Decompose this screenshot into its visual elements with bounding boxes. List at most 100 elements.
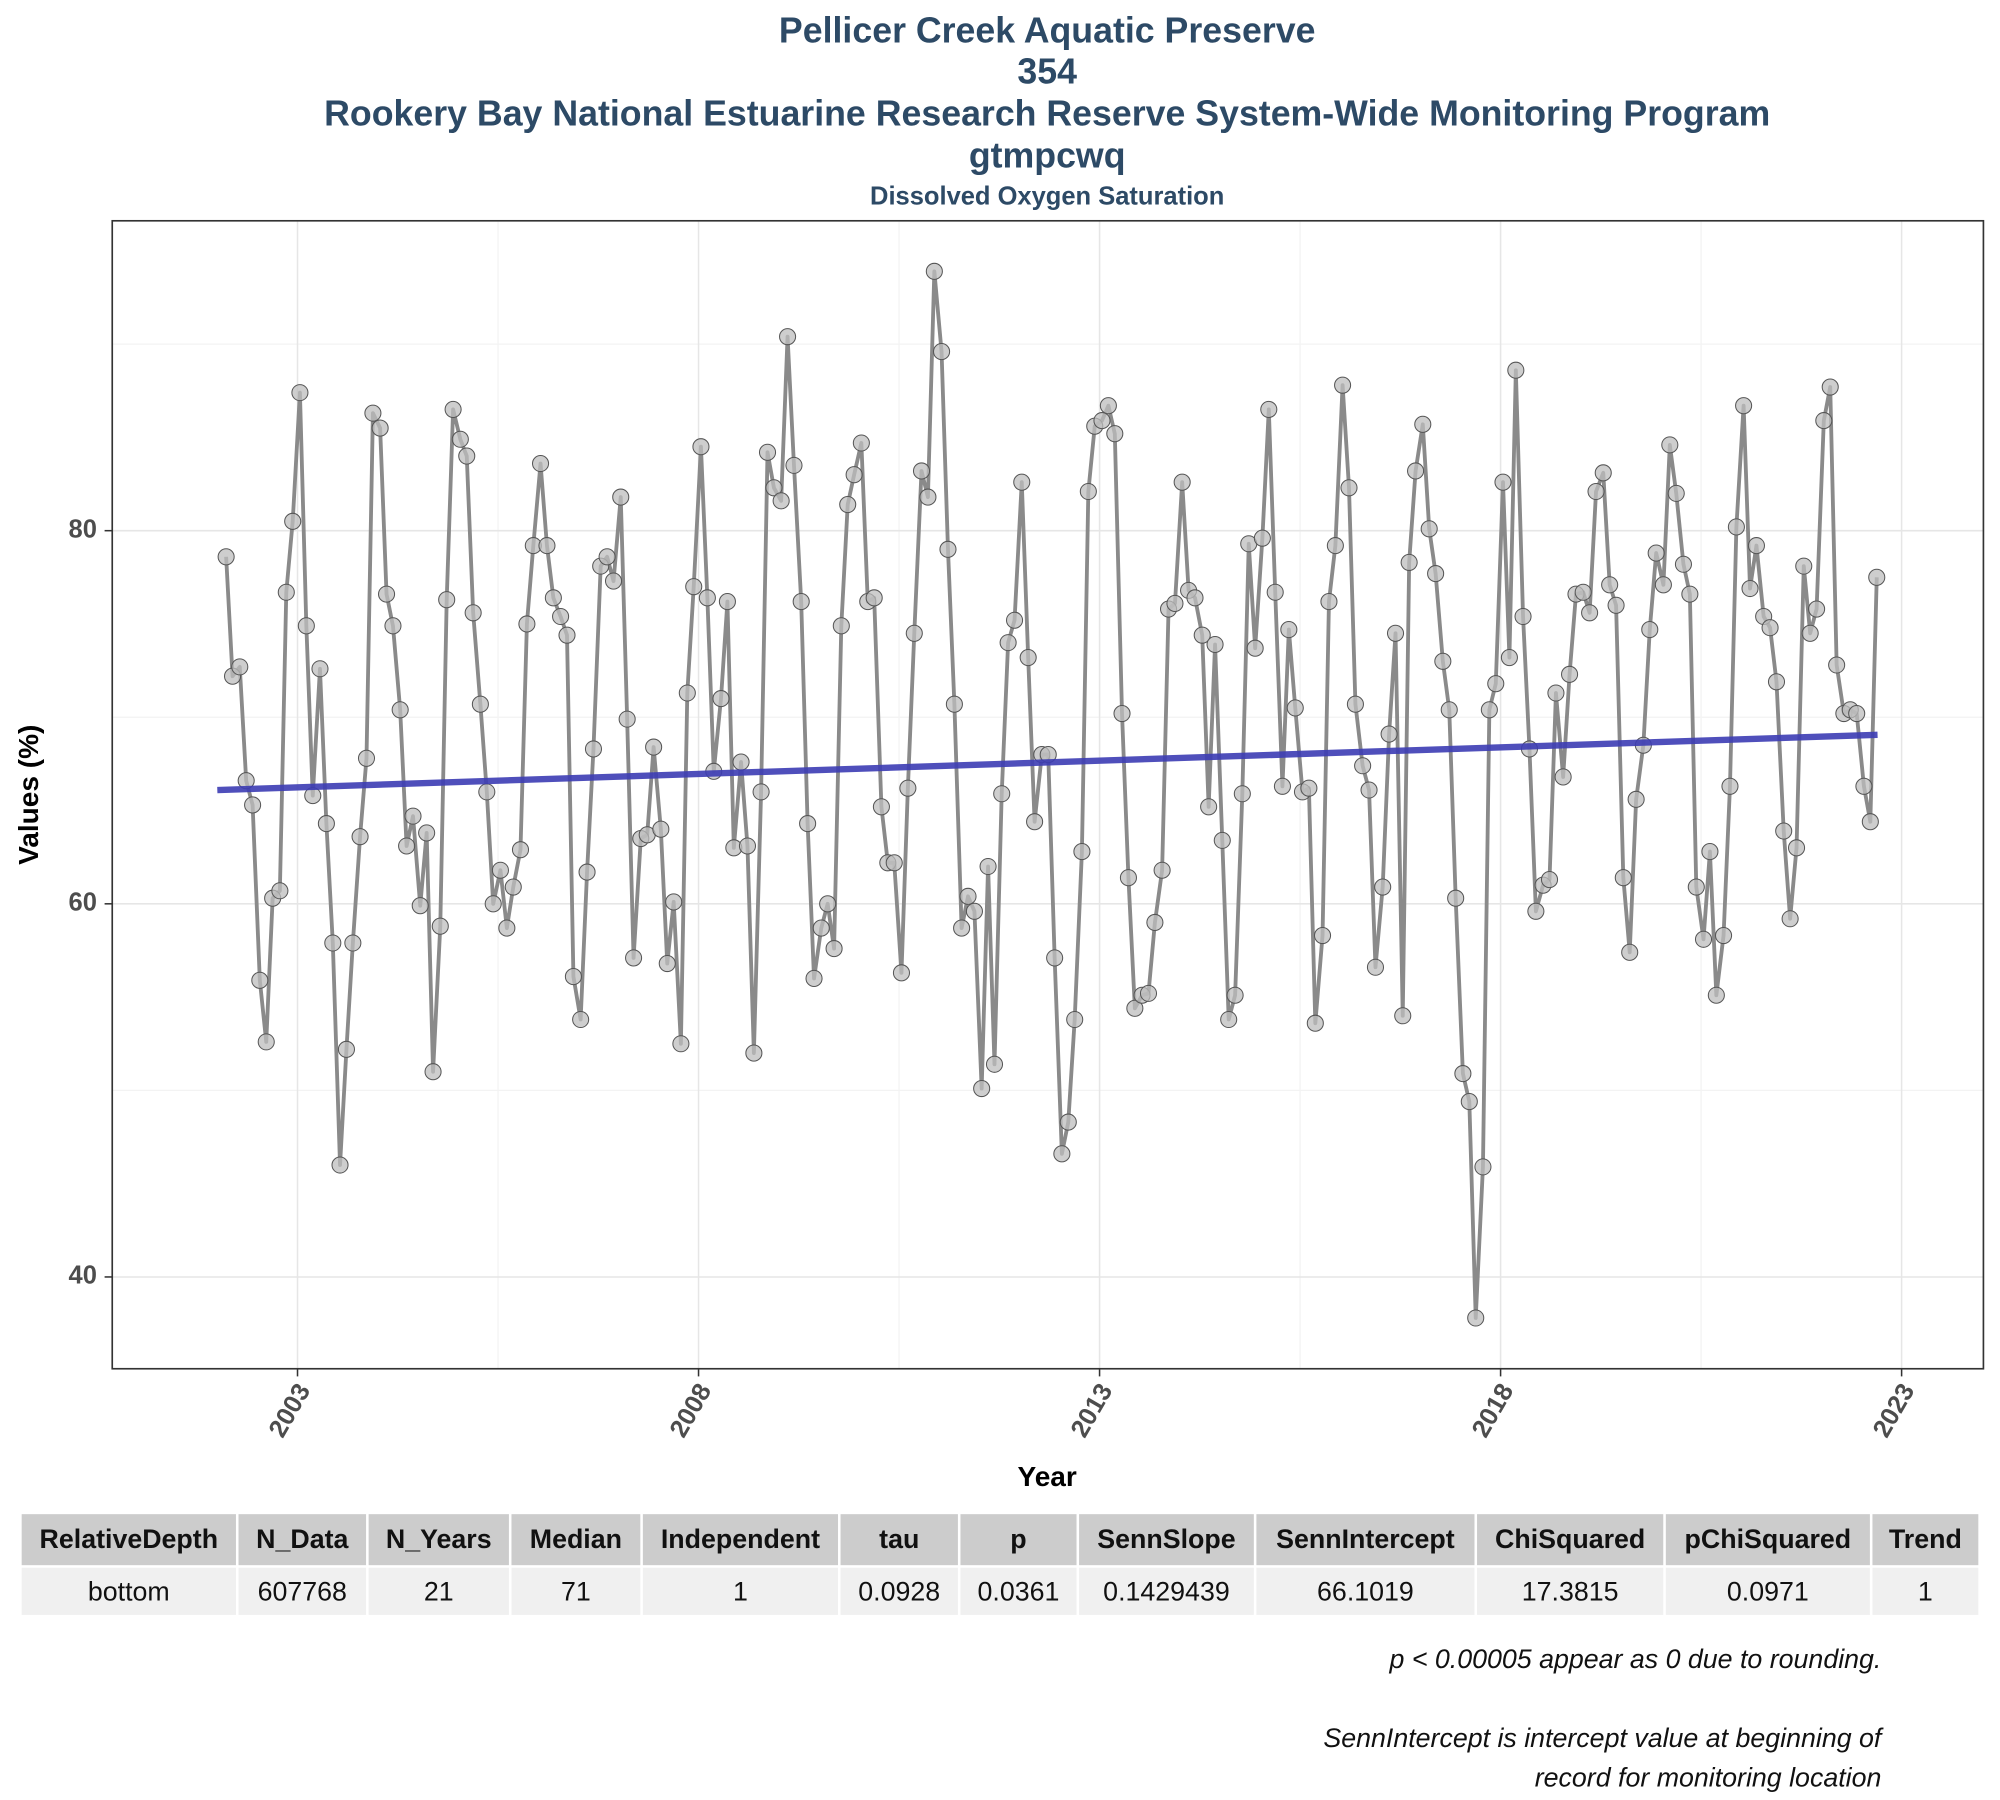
data-point [965,902,983,920]
data-point [819,895,837,913]
data-point [317,815,335,833]
table-cell-bg [1665,1567,1870,1615]
footnote: record for monitoring location [1535,1763,1882,1793]
data-point [1514,607,1532,626]
data-point [1434,652,1452,670]
data-point [785,456,803,474]
data-point [658,954,676,973]
table-header-cell [368,1514,509,1566]
data-point [357,749,376,767]
data-point [1681,585,1699,603]
table-header-cell [511,1514,641,1566]
data-point [1721,777,1739,795]
x-tick-label: 2013 [1066,1379,1119,1442]
table-cell-bg [368,1567,509,1615]
title-line: 354 [1017,52,1077,92]
data-point [933,343,951,361]
data-point [973,1079,991,1098]
data-point [1059,1113,1077,1131]
data-point [1661,436,1679,454]
table-cell: 66.1019 [1317,1576,1414,1606]
data-point [291,384,309,402]
title-line: gtmpcwq [969,136,1126,176]
data-point [1286,699,1304,717]
data-point [1220,1010,1238,1029]
data-point [558,626,576,644]
data-point [1226,986,1244,1004]
data-point [598,548,616,566]
data-point [1494,473,1512,491]
data-point [1554,768,1572,786]
data-point [544,589,562,607]
data-point [945,695,963,713]
data-point [284,512,302,530]
data-point [604,572,623,590]
data-point [799,815,817,833]
data-point [1480,701,1498,719]
data-point [745,1044,763,1062]
data-point [1053,1145,1071,1163]
data-point [351,828,369,846]
plot-area [112,220,1984,1369]
data-point [331,1156,349,1174]
subtitle: Dissolved Oxygen Saturation [870,183,1224,211]
data-point [578,863,596,881]
table-header: p [1010,1524,1026,1554]
table-header: Median [530,1524,622,1554]
data-point [518,615,536,633]
data-point [825,940,843,958]
data-point [572,1010,590,1029]
data-point [1153,861,1171,879]
data-point [652,820,670,838]
table-cell: 21 [424,1576,454,1606]
data-point [805,969,823,987]
data-point [845,466,863,484]
data-point [1099,397,1117,415]
data-point [1246,639,1264,657]
data-point [1654,576,1672,594]
data-point [1026,813,1044,831]
data-point [1427,565,1445,583]
data-point [1440,701,1458,719]
data-point [979,857,997,876]
data-point [939,540,957,558]
data-point [1066,1010,1084,1029]
data-point [1647,544,1665,562]
data-point [1046,949,1064,967]
data-point [925,262,943,280]
data-point [1173,473,1191,491]
data-point [1186,589,1204,607]
data-point [1761,619,1779,637]
data-point [1253,529,1271,547]
data-point [244,796,262,814]
table-header-cell [1256,1514,1475,1566]
data-point [1747,537,1765,555]
data-point [251,971,269,989]
table-header-cell [1079,1514,1254,1566]
data-point [1079,482,1097,501]
data-point [612,488,630,506]
data-point [1607,596,1625,614]
data-point [1233,785,1251,803]
data-point [1687,878,1705,896]
data-point [271,882,289,900]
data-point [1641,621,1659,639]
trend-line [217,731,1878,794]
data-point [953,919,971,937]
data-point [1767,673,1786,691]
table-header: SennSlope [1097,1524,1235,1554]
table-cell: 71 [561,1576,591,1606]
data-point [418,824,436,842]
data-point [1013,473,1031,491]
data-point [1581,604,1599,622]
data-point [1106,425,1124,443]
data-point [564,968,582,986]
data-point [665,893,683,911]
data-point [1674,555,1692,573]
data-point [1394,1007,1412,1025]
data-point [1467,1309,1485,1327]
data-point [812,919,830,937]
footnote: SennIntercept is intercept value at begi… [1323,1723,1884,1753]
data-point [337,1040,355,1058]
title-line: Pellicer Creek Aquatic Preserve [779,11,1316,51]
